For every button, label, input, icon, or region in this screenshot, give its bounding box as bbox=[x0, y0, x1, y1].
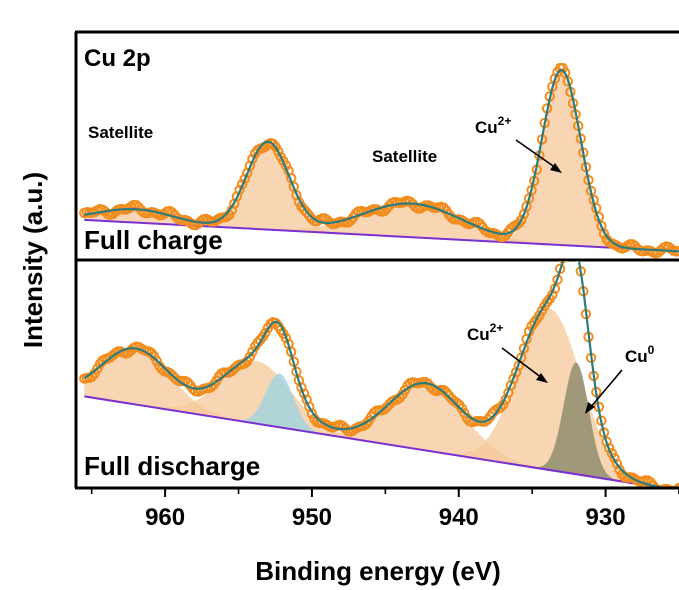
data-point bbox=[239, 173, 250, 185]
data-point bbox=[280, 332, 292, 344]
data-point bbox=[650, 483, 661, 487]
state-label-bottom: Full discharge bbox=[84, 451, 260, 481]
data-point bbox=[661, 483, 671, 487]
peak-fill-cu2p3/2-cu2+ bbox=[425, 70, 679, 252]
plot-area-bottom bbox=[79, 246, 679, 487]
data-point bbox=[516, 214, 527, 226]
background-line bbox=[84, 218, 679, 253]
annotation-cu2plus-top: Cu2+ bbox=[475, 114, 511, 137]
fit-envelope bbox=[84, 68, 679, 253]
fit-envelope bbox=[83, 261, 666, 487]
data-point bbox=[451, 397, 462, 408]
arrow-cu2plus-top bbox=[515, 139, 557, 169]
x-tick-label-950: 950 bbox=[292, 504, 332, 531]
data-point bbox=[508, 373, 519, 384]
annotation-cu2plus-bottom-text: Cu bbox=[467, 325, 490, 344]
state-label-top: Full charge bbox=[84, 225, 223, 255]
y-axis-label: Intensity (a.u.) bbox=[18, 172, 48, 348]
peak-fill-cu2p3/2-cu0 bbox=[488, 362, 658, 487]
x-tick-label-960: 960 bbox=[145, 504, 185, 531]
arrow-cu0 bbox=[589, 369, 623, 409]
peak-fill-satellite-2 bbox=[163, 383, 658, 487]
data-point bbox=[244, 351, 256, 363]
arrowhead-cu0 bbox=[585, 402, 595, 414]
arrowhead-cu2plus-bottom bbox=[536, 373, 548, 383]
data-point bbox=[495, 402, 506, 413]
arrowhead-cu2plus-top bbox=[550, 163, 562, 173]
peak-fill-cu2p1/2 bbox=[120, 142, 418, 238]
annotation-satellite-2: Satellite bbox=[372, 147, 437, 166]
panel-full-discharge: Full discharge Cu2+ Cu0 bbox=[79, 246, 679, 487]
x-tick-label-940: 940 bbox=[439, 504, 479, 531]
peak-fill-satellite-2 bbox=[84, 203, 679, 252]
data-point bbox=[561, 246, 569, 254]
plot-area-top bbox=[79, 62, 679, 259]
x-axis-label: Binding energy (eV) bbox=[255, 556, 501, 586]
arrow-cu2plus-bottom bbox=[501, 347, 543, 379]
data-point bbox=[247, 346, 258, 357]
data-point bbox=[298, 204, 310, 215]
panel-full-charge: Cu 2p Full charge Satellite Satellite Cu… bbox=[75, 30, 679, 259]
data-point bbox=[379, 404, 390, 415]
annotation-cu2plus-bottom: Cu2+ bbox=[467, 321, 503, 344]
panel-title: Cu 2p bbox=[84, 45, 151, 72]
annotation-satellite-1: Satellite bbox=[88, 123, 153, 142]
background-line bbox=[84, 395, 664, 487]
annotation-cu2plus-top-sup: 2+ bbox=[498, 114, 512, 128]
annotation-cu2plus-top-text: Cu bbox=[475, 118, 498, 137]
x-tick-label-930: 930 bbox=[586, 504, 626, 531]
data-point bbox=[611, 458, 623, 469]
annotation-cu0-text: Cu bbox=[625, 347, 648, 366]
annotation-cu0-sup: 0 bbox=[648, 343, 655, 357]
data-point bbox=[306, 408, 318, 419]
x-axis: 960 950 940 930 bbox=[90, 488, 679, 531]
data-point bbox=[273, 146, 284, 157]
annotation-cu2plus-bottom-sup: 2+ bbox=[490, 321, 504, 335]
data-point bbox=[664, 484, 674, 487]
annotation-cu0: Cu0 bbox=[625, 343, 655, 366]
peak-fill-cu2p1/2-cu0 bbox=[183, 373, 376, 443]
